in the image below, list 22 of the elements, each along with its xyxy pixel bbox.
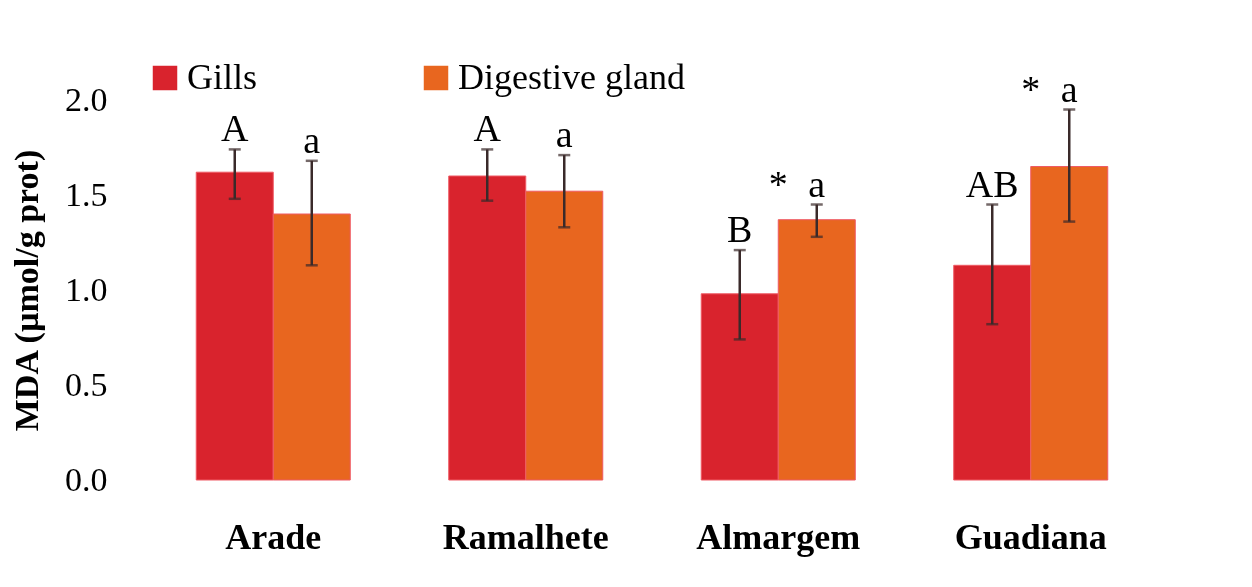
data-label: AB	[965, 162, 1019, 205]
annotation: *	[768, 162, 788, 205]
data-label: A	[221, 107, 250, 150]
annotation: *	[1021, 67, 1041, 110]
legend-label: Gills	[187, 57, 258, 97]
x-tick-label: Ramalhete	[442, 516, 609, 557]
data-label: a	[1060, 67, 1078, 110]
y-axis-title: MDA (µmol/g prot)	[8, 149, 46, 432]
data-label: a	[303, 118, 321, 161]
x-tick-label: Guadiana	[954, 516, 1107, 557]
y-tick-label: 2.0	[65, 80, 108, 118]
data-label: a	[808, 162, 826, 205]
y-tick-label: 1.5	[65, 175, 108, 213]
data-label: a	[555, 113, 573, 156]
data-label: B	[727, 208, 753, 251]
legend-label: Digestive gland	[458, 57, 685, 97]
x-tick-label: Almargem	[696, 516, 861, 557]
y-tick-label: 1.0	[65, 270, 108, 308]
x-tick-label: Arade	[225, 516, 322, 557]
y-tick-label: 0.0	[65, 460, 108, 498]
data-label: A	[473, 107, 502, 150]
y-tick-label: 0.5	[65, 365, 108, 403]
